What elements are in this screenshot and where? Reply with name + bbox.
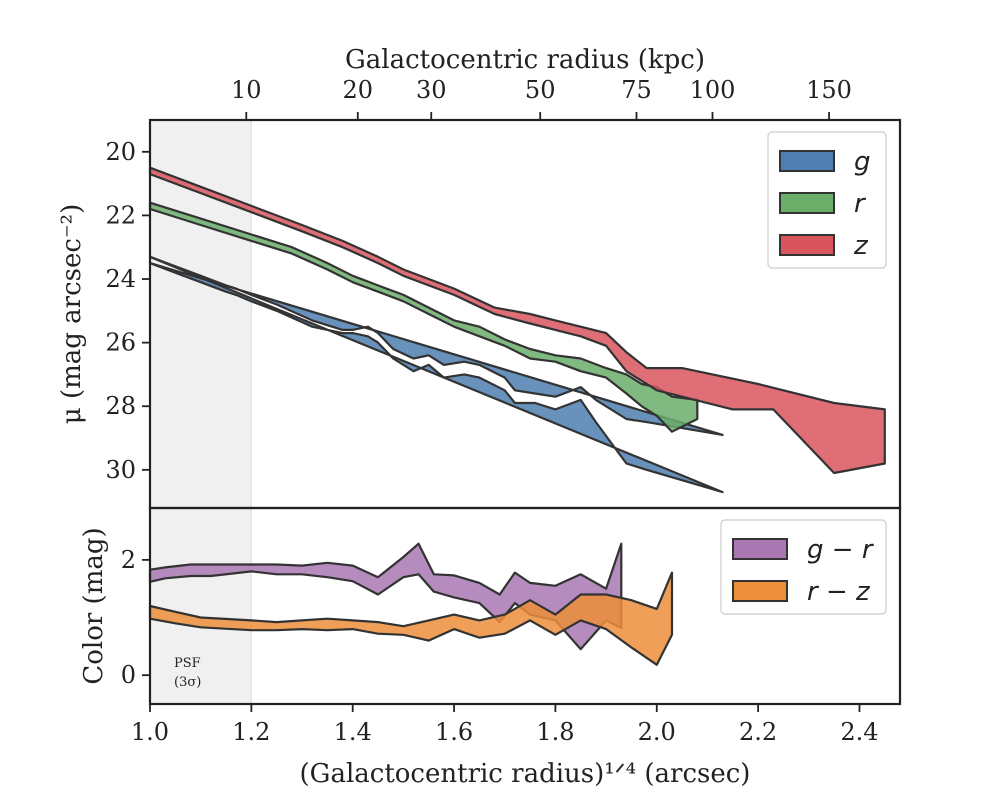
bottom-y-axis-title: Color (mag)	[79, 527, 109, 684]
legend-layer: grz g − r r − z	[720, 131, 887, 615]
top-legend-label: g	[854, 147, 871, 177]
kpc-tick-label: 100	[690, 76, 736, 104]
labels-layer: PSF (3σ) 20 22 24 26 28 30 10 20 30 50 75 100 150 0 2 1.0…	[57, 45, 879, 789]
top-legend-swatch	[779, 150, 835, 172]
bottom-panel-frame	[148, 506, 902, 706]
bottom-legend-swatch	[732, 538, 788, 560]
top-y-tick-label: 24	[105, 265, 136, 293]
axes-layer	[142, 112, 902, 712]
series-band-1	[148, 201, 699, 433]
bottom-panel-series	[148, 542, 674, 666]
psf-label: PSF	[174, 656, 201, 671]
kpc-tick-label: 75	[621, 76, 652, 104]
top-y-tick-label: 26	[105, 329, 136, 357]
top-legend-label: z	[853, 231, 869, 261]
kpc-tick-label: 30	[416, 76, 447, 104]
kpc-tick-label: 20	[342, 76, 373, 104]
bottom-legend-swatch	[732, 580, 788, 602]
x-tick-label: 1.4	[334, 718, 372, 746]
top-legend-swatch	[779, 234, 835, 256]
kpc-tick-label: 10	[231, 76, 262, 104]
bottom-y-tick-label: 0	[121, 661, 136, 689]
series-band-2	[148, 166, 886, 475]
psf-shading-layer	[150, 120, 252, 704]
x-tick-label: 2.0	[638, 718, 676, 746]
x-tick-label: 1.2	[232, 718, 270, 746]
x-axis-title: (Galactocentric radius)¹ᐟ⁴ (arcsec)	[300, 759, 751, 789]
top-y-axis-title: μ (mag arcsec⁻²)	[57, 204, 87, 424]
top-y-tick-label: 28	[105, 392, 136, 420]
top-legend-label: r	[854, 189, 867, 219]
psf-shaded-region	[150, 120, 252, 704]
top-y-tick-label: 22	[105, 201, 136, 229]
x-tick-label: 2.2	[739, 718, 777, 746]
kpc-tick-label: 50	[525, 76, 556, 104]
bottom-y-tick-label: 2	[121, 546, 136, 574]
bottom-legend-label: r − z	[807, 577, 871, 607]
top-y-tick-label: 20	[105, 138, 136, 166]
psf-sigma-label: (3σ)	[174, 675, 201, 690]
x-tick-label: 1.0	[131, 718, 169, 746]
top-panel-series	[148, 166, 886, 494]
x-tick-label: 2.4	[840, 718, 878, 746]
kpc-tick-label: 150	[806, 76, 852, 104]
bottom-legend-label: g − r	[807, 535, 875, 565]
top-y-tick-label: 30	[105, 456, 136, 484]
x-tick-label: 1.8	[536, 718, 574, 746]
top-legend-swatch	[779, 192, 835, 214]
x-tick-label: 1.6	[435, 718, 473, 746]
top-x-axis-title: Galactocentric radius (kpc)	[345, 45, 705, 75]
series-band-1	[148, 571, 674, 666]
